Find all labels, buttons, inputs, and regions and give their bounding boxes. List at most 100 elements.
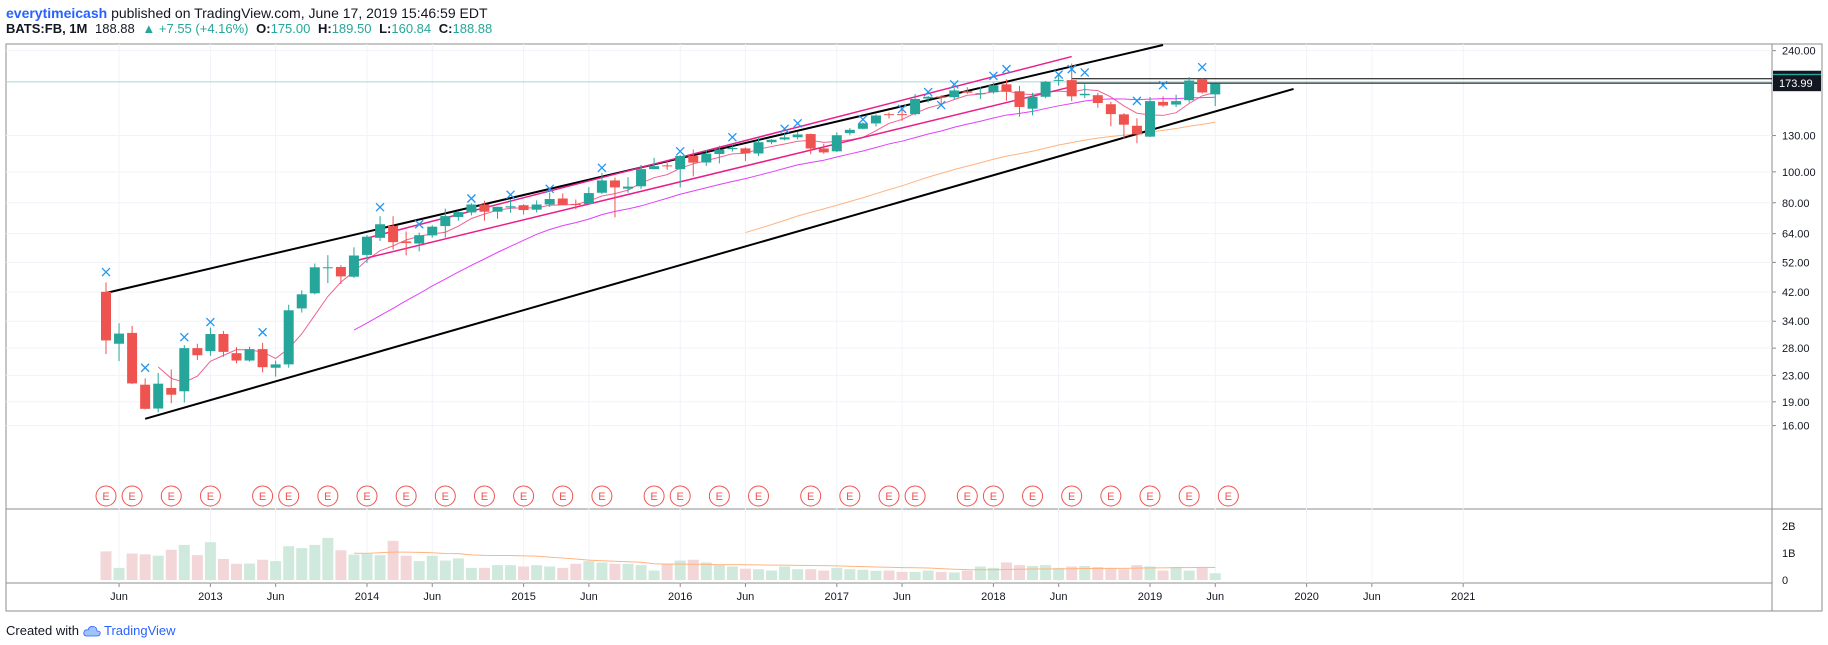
volume-bar	[335, 550, 347, 580]
volume-bar	[948, 572, 960, 580]
volume-bar	[113, 567, 125, 580]
candle-body	[570, 203, 581, 205]
volume-bar	[400, 555, 412, 580]
candle-body	[740, 148, 751, 154]
volume-bar	[1157, 570, 1169, 580]
volume-tick-label: 1B	[1782, 548, 1795, 560]
earnings-label: E	[650, 491, 657, 503]
volume-bar	[805, 569, 817, 580]
price-axis[interactable]: 240.00 130.00 100.00 80.00 64.00 52.00 42.00 34…	[1772, 46, 1821, 587]
author-link[interactable]: everytimeicash	[6, 5, 108, 21]
candle-body	[375, 224, 386, 238]
volume-bar	[1183, 570, 1195, 580]
candle-body	[1014, 91, 1025, 107]
volume-bar	[1014, 565, 1025, 580]
earnings-circle-icon	[904, 485, 926, 507]
candle-body	[518, 205, 529, 211]
volume-bar	[818, 570, 830, 580]
candle-body	[1027, 96, 1038, 109]
grid-lines	[6, 44, 1772, 583]
volume-bar	[661, 563, 673, 580]
fractal-x-icon	[140, 363, 150, 373]
candle-body	[949, 90, 960, 98]
volume-bar	[909, 571, 921, 580]
earnings-label: E	[102, 491, 109, 503]
candle-body	[675, 155, 686, 170]
fractal-x-icon	[258, 327, 268, 337]
time-tick-label: 2016	[668, 591, 692, 603]
earnings-circle-icon	[121, 485, 143, 507]
fractal-markers	[101, 62, 1207, 373]
fractal-x-icon	[597, 163, 607, 173]
price-tick-label: 100.00	[1782, 167, 1816, 179]
price-tick-label: 23.00	[1782, 370, 1810, 382]
symbol-ohlc-line: BATS:FB, 1M 188.88 ▲ +7.55 (+4.16%) O:17…	[6, 21, 496, 36]
candle-body	[1145, 101, 1155, 137]
candle-body	[1066, 80, 1077, 97]
tradingview-link[interactable]: TradingView	[104, 623, 176, 638]
close-label: C:	[438, 21, 453, 36]
candle-body	[975, 93, 986, 95]
fractal-x-icon	[545, 184, 555, 194]
time-tick-label: 2014	[355, 591, 379, 603]
candle-body	[818, 148, 829, 153]
candle-body	[596, 180, 607, 193]
candle-body	[166, 387, 177, 395]
earnings-label: E	[1107, 491, 1114, 503]
candle-body	[844, 129, 855, 134]
volume-bar	[100, 551, 112, 580]
candle-body	[479, 204, 490, 212]
volume-ma-line	[353, 551, 1216, 571]
candle-body	[192, 348, 203, 356]
candle-body	[257, 349, 268, 368]
earnings-label: E	[990, 491, 997, 503]
volume-bar	[348, 554, 360, 580]
volume-bar	[296, 548, 308, 580]
volume-bar	[413, 561, 425, 580]
volume-bar	[922, 570, 934, 580]
candle-body	[792, 134, 803, 138]
time-axis[interactable]: Jun 2013 Jun 2014 Jun 2015 Jun 2016 Jun 2017 Jun 20…	[110, 583, 1475, 603]
time-tick-label: Jun	[1050, 591, 1068, 603]
candle-body	[662, 165, 673, 167]
candle-body	[910, 99, 921, 115]
candle-body	[283, 310, 294, 365]
candlesticks	[101, 63, 1221, 413]
inner-channel-lower-line	[353, 85, 1072, 262]
earnings-label: E	[559, 491, 566, 503]
candle-body	[401, 241, 412, 244]
volume-bar	[1144, 566, 1156, 580]
earnings-circle-icon	[513, 485, 535, 507]
candle-body	[101, 291, 111, 341]
candle-body	[636, 169, 647, 187]
earnings-label: E	[259, 491, 266, 503]
volume-bar	[505, 565, 517, 580]
candle-body	[362, 236, 372, 255]
earnings-label: E	[1146, 491, 1153, 503]
candle-body	[388, 225, 399, 243]
volume-bar	[165, 549, 177, 580]
earnings-circle-icon	[669, 485, 691, 507]
earnings-label: E	[363, 491, 370, 503]
volume-bar	[152, 555, 164, 580]
volume-bar	[126, 553, 138, 580]
fractal-x-icon	[1054, 70, 1064, 79]
volume-bar	[374, 555, 386, 580]
volume-bar	[492, 565, 503, 580]
volume-bar	[609, 563, 621, 580]
volume-bar	[387, 540, 399, 580]
price-tick-label: 16.00	[1782, 421, 1810, 433]
candle-body	[127, 332, 138, 384]
volume-bar	[283, 546, 295, 580]
volume-bar	[1040, 565, 1052, 580]
candle-body	[701, 153, 712, 163]
fractal-x-icon	[923, 87, 933, 97]
candle-body	[179, 348, 190, 392]
candle-body	[348, 255, 359, 277]
candle-body	[779, 137, 790, 140]
candle-body	[1131, 125, 1142, 135]
candle-body	[427, 226, 438, 236]
candle-body	[140, 384, 151, 409]
earnings-circle-icon	[839, 485, 861, 507]
